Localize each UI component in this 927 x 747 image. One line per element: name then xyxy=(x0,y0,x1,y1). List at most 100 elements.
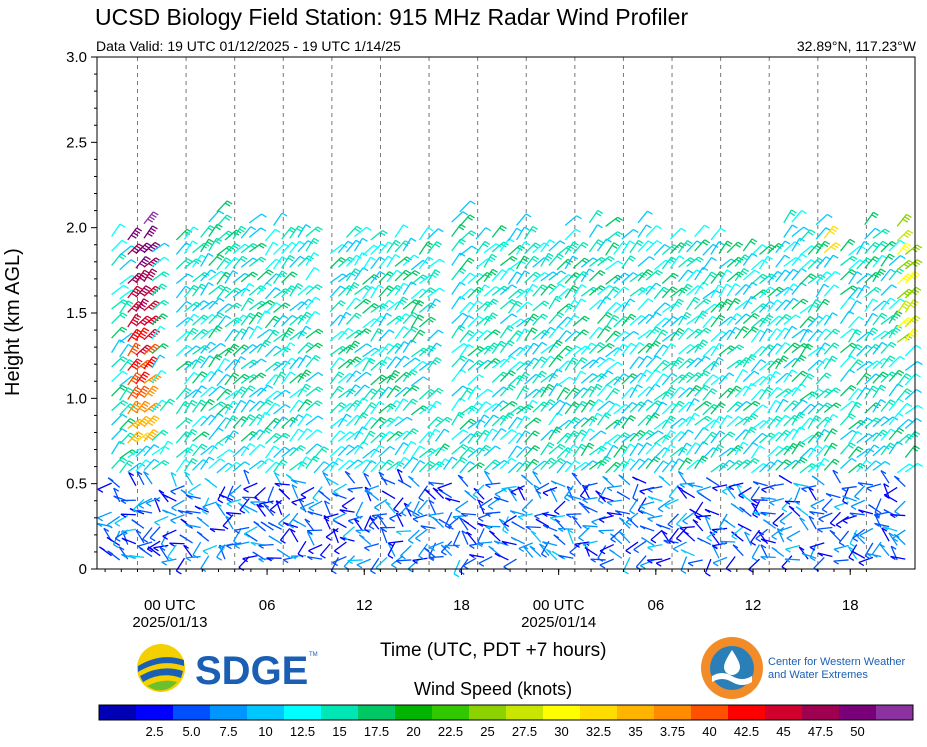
wind-barb xyxy=(637,369,647,383)
wind-barb-feather xyxy=(694,412,700,417)
wind-barb xyxy=(686,442,696,456)
wind-barb-feather xyxy=(737,401,744,406)
wind-barb-feather xyxy=(803,226,809,231)
wind-barb xyxy=(111,223,121,237)
wind-barb-feather xyxy=(163,256,170,261)
wind-barb-feather xyxy=(240,399,247,404)
wind-barb-feather xyxy=(888,401,894,406)
wind-barb xyxy=(807,462,821,473)
wind-barb xyxy=(508,244,521,256)
wind-barb-feather xyxy=(858,316,865,321)
wind-barb-feather xyxy=(143,287,150,292)
wind-barb-feather xyxy=(374,448,380,453)
wind-barb-feather xyxy=(371,515,378,520)
wind-barb-feather xyxy=(566,460,572,465)
wind-barb-feather xyxy=(314,310,321,316)
wind-barb-feather xyxy=(884,330,891,335)
wind-barb-feather xyxy=(549,355,556,360)
wind-barb-feather xyxy=(511,313,518,318)
wind-barb xyxy=(694,501,704,515)
wind-barb xyxy=(175,345,188,357)
wind-barb xyxy=(225,515,234,530)
wind-barb-feather xyxy=(487,359,494,364)
y-tick-label: 0 xyxy=(79,561,87,578)
wind-barb-feather xyxy=(905,275,912,280)
wind-barb-feather xyxy=(405,269,411,274)
wind-barb-feather xyxy=(358,534,365,539)
wind-barb-feather xyxy=(654,271,661,276)
wind-barb-feather xyxy=(260,358,267,363)
wind-barb-feather xyxy=(668,417,675,423)
wind-barb-feather xyxy=(617,260,624,265)
wind-barb-feather xyxy=(760,544,767,549)
wind-barb-feather xyxy=(209,398,215,403)
wind-barb-feather xyxy=(437,228,444,233)
wind-barb-feather xyxy=(533,342,539,347)
wind-barb xyxy=(451,238,462,252)
wind-barb-feather xyxy=(784,240,791,245)
wind-barb-feather xyxy=(622,318,628,323)
wind-barb xyxy=(459,230,472,242)
wind-barb-feather xyxy=(160,370,167,375)
wind-barb-feather xyxy=(381,490,388,495)
wind-barb xyxy=(678,269,689,283)
wind-barb-feather xyxy=(767,314,774,319)
wind-barb-feather xyxy=(466,531,472,536)
wind-barb xyxy=(467,272,480,284)
wind-barb-feather xyxy=(542,313,548,318)
wind-barb-feather xyxy=(600,430,607,435)
wind-barb-feather xyxy=(818,388,825,393)
wind-barb xyxy=(461,512,477,516)
wind-barb xyxy=(840,385,852,397)
wind-barb-feather xyxy=(679,376,686,381)
wind-barb xyxy=(467,374,480,386)
wind-barb xyxy=(645,383,656,397)
wind-barb-feather xyxy=(916,259,923,264)
wind-barb xyxy=(256,384,269,397)
wind-barb-feather xyxy=(182,403,189,408)
wind-barb xyxy=(475,284,486,298)
wind-barb-feather xyxy=(364,384,370,389)
wind-barb-feather xyxy=(802,399,808,404)
wind-barb-feather xyxy=(891,284,897,289)
wind-barb xyxy=(856,273,869,284)
wind-barb-feather xyxy=(598,530,605,535)
wind-barb-feather xyxy=(580,359,586,364)
wind-barb-feather xyxy=(550,283,557,288)
wind-barb-feather xyxy=(572,403,578,409)
wind-barb xyxy=(183,544,194,558)
wind-barb xyxy=(677,471,688,485)
wind-barb xyxy=(556,376,570,387)
wind-barb xyxy=(208,254,220,266)
wind-barb xyxy=(750,529,761,543)
wind-barb-feather xyxy=(412,326,419,331)
wind-barb-feather xyxy=(368,525,375,530)
wind-barb xyxy=(856,417,868,430)
wind-barb-feather xyxy=(445,497,451,502)
wind-barb xyxy=(273,360,286,372)
wind-barb-feather xyxy=(459,459,466,464)
wind-barb xyxy=(185,494,201,500)
wind-barb xyxy=(718,329,731,342)
wind-barb xyxy=(394,355,405,369)
wind-barb xyxy=(216,303,229,314)
wind-barb-feather xyxy=(672,548,679,553)
wind-barb xyxy=(467,402,478,415)
wind-barb-feather xyxy=(565,347,571,352)
wind-barb xyxy=(273,212,283,226)
wind-barb xyxy=(669,458,680,472)
wind-barb-feather xyxy=(510,355,517,361)
colorbar-tick-label: 22.5 xyxy=(438,724,463,739)
wind-barb-feather xyxy=(131,292,137,297)
wind-barb-feather xyxy=(193,371,200,376)
wind-barb xyxy=(597,487,607,501)
wind-barb-feather xyxy=(532,244,539,249)
wind-barb-feather xyxy=(355,370,362,375)
wind-barb xyxy=(386,416,399,428)
wind-barb-feather xyxy=(461,530,468,535)
wind-barb-feather xyxy=(566,330,572,335)
wind-barb-feather xyxy=(368,433,375,438)
wind-barb-feather xyxy=(412,398,419,403)
wind-barb-feather xyxy=(131,437,138,443)
wind-barb xyxy=(653,244,666,256)
